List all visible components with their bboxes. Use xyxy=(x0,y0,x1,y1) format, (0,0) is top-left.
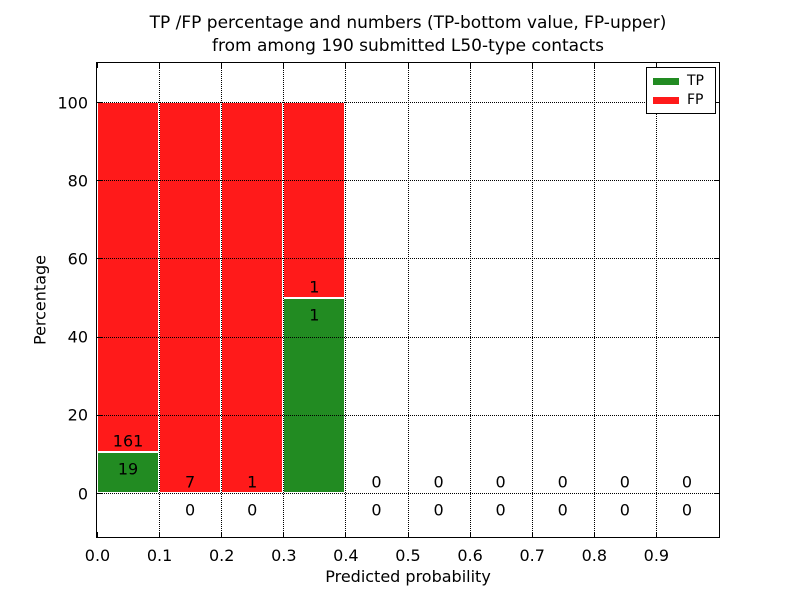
v-gridline xyxy=(221,63,223,537)
legend-swatch-fp xyxy=(653,96,679,104)
bar-fp-segment xyxy=(159,102,222,493)
y-tick-mark-right xyxy=(714,102,719,104)
v-gridline xyxy=(283,63,285,537)
bar-tp-segment xyxy=(97,451,160,493)
tp-count-label: 0 xyxy=(185,500,196,520)
y-tick-mark xyxy=(97,102,102,104)
y-tick-mark-right xyxy=(714,493,719,494)
x-tick-mark xyxy=(159,532,161,537)
legend-swatch-tp xyxy=(653,77,679,85)
v-gridline xyxy=(159,63,161,537)
x-tick-label: 0.0 xyxy=(84,546,111,565)
y-tick-mark xyxy=(97,258,102,260)
x-tick-label: 0.5 xyxy=(395,546,421,565)
x-tick-label: 0.2 xyxy=(208,546,235,565)
tp-count-label: 0 xyxy=(495,500,506,520)
x-axis-label: Predicted probability xyxy=(325,567,491,586)
tp-count-label: 1 xyxy=(309,305,320,325)
chart-title: TP /FP percentage and numbers (TP-bottom… xyxy=(96,12,720,58)
y-tick-mark-right xyxy=(714,258,719,260)
bar-fp-segment xyxy=(97,102,160,452)
x-tick-mark-top xyxy=(97,63,98,68)
x-tick-label: 0.3 xyxy=(271,546,297,565)
legend: TP FP xyxy=(646,67,716,114)
v-gridline xyxy=(593,63,595,537)
y-tick-mark xyxy=(97,414,102,416)
legend-label-tp: TP xyxy=(687,73,704,89)
x-tick-label: 0.9 xyxy=(643,546,670,565)
y-tick-label: 80 xyxy=(67,171,88,191)
v-gridline xyxy=(655,63,657,537)
y-tick-label: 20 xyxy=(67,405,88,425)
bar-tp-segment xyxy=(283,297,346,493)
x-tick-mark-top xyxy=(469,63,471,68)
x-tick-mark xyxy=(97,532,98,537)
fp-count-label: 0 xyxy=(433,472,444,492)
tp-count-label: 19 xyxy=(117,459,139,479)
x-tick-mark xyxy=(655,532,657,537)
v-gridline xyxy=(469,63,471,537)
x-tick-mark-top xyxy=(407,63,409,68)
x-tick-label: 0.6 xyxy=(457,546,483,565)
x-tick-mark-top xyxy=(283,63,285,68)
chart-title-line1: TP /FP percentage and numbers (TP-bottom… xyxy=(149,13,667,33)
tp-count-label: 0 xyxy=(619,500,630,520)
y-tick-mark xyxy=(97,493,102,494)
fp-count-label: 0 xyxy=(681,472,693,492)
x-tick-label: 0.4 xyxy=(333,546,359,565)
x-tick-mark-top xyxy=(221,63,223,68)
x-tick-mark xyxy=(283,532,285,537)
legend-row-tp: TP xyxy=(653,74,709,88)
x-tick-label: 0.7 xyxy=(519,546,545,565)
tp-count-label: 0 xyxy=(371,500,382,520)
y-tick-mark-right xyxy=(714,180,719,182)
tp-count-label: 0 xyxy=(247,500,258,520)
x-tick-mark xyxy=(407,532,409,537)
tp-count-label: 0 xyxy=(557,500,568,520)
chart-title-line2: from among 190 submitted L50-type contac… xyxy=(212,36,604,56)
bar-fp-segment xyxy=(221,102,284,493)
y-tick-label: 40 xyxy=(67,327,88,347)
v-gridline xyxy=(407,63,409,537)
fp-count-label: 1 xyxy=(247,472,258,492)
tp-count-label: 0 xyxy=(433,500,444,520)
x-tick-mark-top xyxy=(159,63,161,68)
x-tick-mark-top xyxy=(531,63,533,68)
v-gridline xyxy=(345,63,347,537)
y-tick-mark xyxy=(97,180,102,182)
fp-count-label: 0 xyxy=(371,472,382,492)
fp-count-label: 0 xyxy=(557,472,568,492)
x-tick-label: 0.8 xyxy=(581,546,608,565)
x-tick-mark-top xyxy=(593,63,595,68)
fp-count-label: 161 xyxy=(112,431,144,451)
x-tick-mark-top xyxy=(655,63,657,68)
y-axis-label: Percentage xyxy=(30,254,50,346)
legend-label-fp: FP xyxy=(687,92,704,108)
fp-count-label: 0 xyxy=(619,472,630,492)
x-tick-mark-top xyxy=(345,63,347,68)
legend-row-fp: FP xyxy=(653,93,709,107)
y-tick-label: 60 xyxy=(67,249,88,269)
y-tick-mark-right xyxy=(714,336,719,338)
y-tick-label: 0 xyxy=(77,484,88,503)
fp-count-label: 0 xyxy=(495,472,506,492)
fp-count-label: 7 xyxy=(185,472,196,492)
x-tick-mark xyxy=(469,532,471,537)
y-tick-mark-right xyxy=(714,414,719,416)
x-tick-mark xyxy=(531,532,533,537)
x-tick-mark xyxy=(345,532,347,537)
x-tick-mark xyxy=(221,532,223,537)
y-tick-mark xyxy=(97,336,102,338)
tp-count-label: 0 xyxy=(681,500,693,520)
fp-count-label: 1 xyxy=(309,277,320,297)
plot-area: 161 19 7 0 1 0 1 1 0 0 0 0 0 0 0 0 0 0 0 0 xyxy=(96,62,720,538)
bar-fp-segment xyxy=(283,102,346,298)
x-tick-mark xyxy=(593,532,595,537)
x-tick-label: 0.1 xyxy=(146,546,173,565)
y-tick-label: 100 xyxy=(57,93,88,113)
v-gridline xyxy=(531,63,533,537)
